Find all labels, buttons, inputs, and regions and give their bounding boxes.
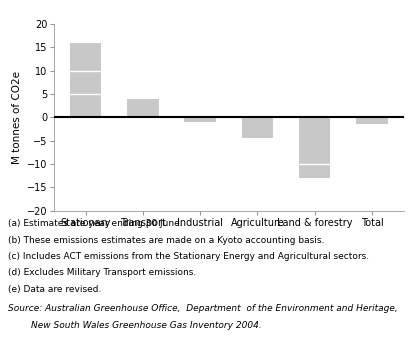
- Bar: [70, 42, 102, 117]
- Text: (d) Excludes Military Transport emissions.: (d) Excludes Military Transport emission…: [8, 268, 197, 277]
- Text: (e) Data are revised.: (e) Data are revised.: [8, 285, 102, 293]
- Text: (c) Includes ACT emissions from the Stationary Energy and Agricultural sectors.: (c) Includes ACT emissions from the Stat…: [8, 252, 369, 261]
- Text: New South Wales Greenhouse Gas Inventory 2004.: New South Wales Greenhouse Gas Inventory…: [8, 321, 262, 329]
- Y-axis label: M tonnes of CO2e: M tonnes of CO2e: [12, 71, 22, 164]
- Bar: [356, 117, 388, 124]
- Text: Source: Australian Greenhouse Office,  Department  of the Environment and Herita: Source: Australian Greenhouse Office, De…: [8, 304, 398, 313]
- Text: (b) These emissions estimates are made on a Kyoto accounting basis.: (b) These emissions estimates are made o…: [8, 236, 325, 244]
- Text: (a) Estimates are year ending 30 June.: (a) Estimates are year ending 30 June.: [8, 219, 183, 228]
- Bar: [184, 117, 216, 122]
- Bar: [299, 117, 330, 178]
- Bar: [127, 99, 158, 117]
- Bar: [242, 117, 273, 138]
